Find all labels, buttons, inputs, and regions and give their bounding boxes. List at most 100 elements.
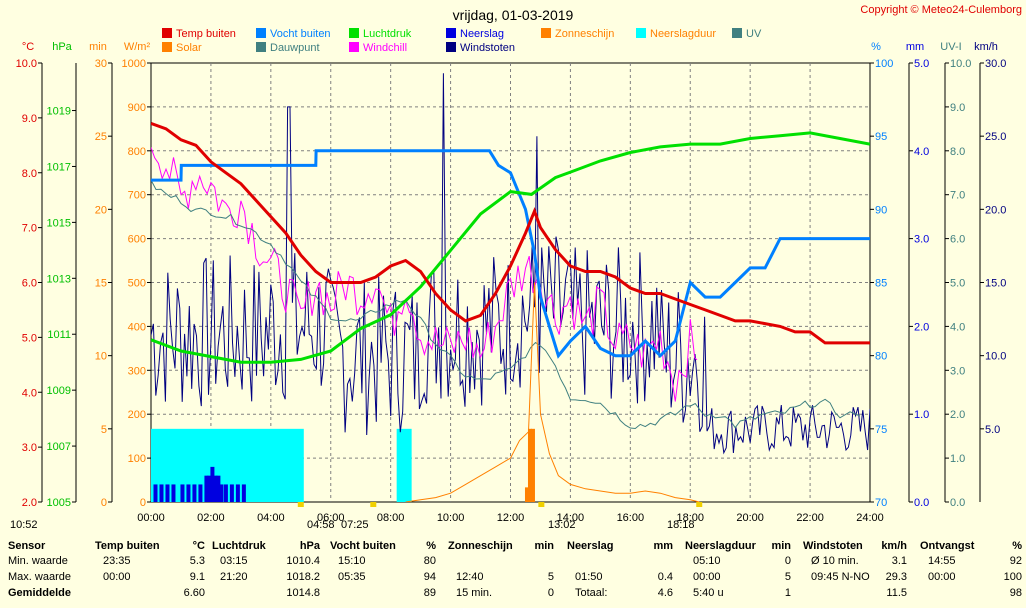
- neerslag-bar: [219, 484, 224, 502]
- uv-axis-tick-label: 6.0: [950, 234, 965, 246]
- legend-swatch: [349, 42, 359, 52]
- stats-sunshine-row: 12:40 5: [448, 571, 554, 587]
- stats-gusts-header: Windstoten km/h: [803, 540, 907, 555]
- stats-rain-row: [567, 555, 673, 571]
- stats-pressure-header: Luchtdruk hPa: [212, 540, 320, 555]
- neerslag-bar: [229, 484, 234, 502]
- x-tick-label: 04:00: [257, 512, 285, 524]
- minutes-axis-tick-label: 25: [95, 131, 107, 143]
- stats-max-label: Max. waarde: [8, 571, 71, 583]
- neerslag-bar: [180, 484, 185, 502]
- neerslag-bar: [165, 484, 170, 502]
- stats-time: [803, 587, 811, 603]
- x-tick-label: 02:00: [197, 512, 225, 524]
- vocht-line: [151, 149, 870, 359]
- stats-pressure-col: Luchtdruk hPa 03:15 1010.4 21:20 1018.2 1014.8: [212, 540, 320, 603]
- solar-axis-tick-label: 500: [128, 278, 146, 290]
- dauwpunt-line: [151, 179, 861, 430]
- stats-pressure-row: 03:15 1010.4: [212, 555, 320, 571]
- stats-value: 1010.4: [286, 555, 320, 567]
- stats-time: [212, 587, 220, 603]
- chart-title: vrijdag, 01-03-2019: [452, 7, 574, 23]
- temp-axis-tick-label: 8.0: [22, 168, 37, 180]
- pressure-axis-unit: hPa: [52, 41, 72, 53]
- minutes-axis-tick-label: 30: [95, 58, 107, 70]
- solar-line: [405, 282, 700, 502]
- stats-rainduration-row: 00:00 5: [685, 571, 791, 587]
- x-tick-label: 10:00: [437, 512, 465, 524]
- stats-header-unit: °C: [192, 540, 205, 552]
- minutes-axis-tick-label: 0: [101, 497, 107, 509]
- x-tick-label: 18:00: [676, 512, 704, 524]
- pressure-axis-tick-label: 1015: [47, 217, 71, 229]
- stats-time: Totaal:: [575, 587, 608, 599]
- stats-gusts-row: 09:45 N-NO 29.3: [803, 571, 907, 587]
- luchtdruk-line: [151, 131, 870, 364]
- legend-label: Zonneschijn: [555, 28, 614, 40]
- stats-time: [567, 555, 575, 571]
- stats-table: Sensor Min. waarde Max. waarde Gemiddeld…: [0, 538, 1026, 608]
- daylength-label: 10:52: [10, 519, 38, 531]
- neerslag-bar: [153, 484, 158, 502]
- stats-sunshine-row: 15 min. 0: [448, 587, 554, 603]
- wind-axis-tick-label: 30.0: [985, 58, 1006, 70]
- uv-axis-tick-label: 4.0: [950, 321, 965, 333]
- wind-axis-tick-label: 10.0: [985, 351, 1006, 363]
- stats-sunshine-row: [448, 555, 554, 571]
- rain-axis-tick-label: 2.0: [914, 321, 929, 333]
- legend-swatch: [162, 42, 172, 52]
- weather-chart: 00:00 02:00 04:00 06:00 08:00 10:00 12:00 14:00…: [16, 28, 1006, 524]
- neerslag-bar: [198, 484, 203, 502]
- windchill-line: [151, 147, 698, 402]
- stats-header-label: Zonneschijn: [448, 540, 513, 552]
- temp-axis-unit: °C: [22, 41, 34, 53]
- uv-axis-tick-label: 5.0: [950, 278, 965, 290]
- rain-axis-tick-label: 0.0: [914, 497, 929, 509]
- windstoten-line: [151, 73, 870, 455]
- neerslag-bar: [171, 484, 176, 502]
- pressure-axis-tick-label: 1007: [47, 441, 71, 453]
- rain-axis-tick-label: 4.0: [914, 146, 929, 158]
- stats-header-unit: km/h: [881, 540, 907, 552]
- stats-rain-row: 01:50 0.4: [567, 571, 673, 587]
- x-tick-label: 14:00: [557, 512, 585, 524]
- stats-value: 29.3: [885, 571, 907, 583]
- stats-header-label: Luchtdruk: [212, 540, 266, 552]
- stats-humidity-row: 89: [330, 587, 436, 603]
- uv-axis-tick-label: 8.0: [950, 146, 965, 158]
- stats-sensor-col: Sensor Min. waarde Max. waarde Gemiddeld…: [8, 540, 88, 603]
- stats-value: 0: [547, 587, 554, 599]
- sun-marker: [696, 502, 703, 507]
- solar-axis-tick-label: 1000: [122, 58, 146, 70]
- stats-sunshine-col: Zonneschijn min 12:40 5 15 min. 0: [448, 540, 554, 603]
- stats-value: 0: [784, 555, 791, 567]
- humidity-axis-tick-label: 85: [875, 278, 887, 290]
- wind-axis-tick-label: 5.0: [985, 424, 1000, 436]
- stats-reception-header: Ontvangst%: [920, 540, 1022, 555]
- stats-value: 92: [1009, 555, 1022, 567]
- stats-temp-col: Temp buiten °C 23:35 5.3 00:00 9.1 6.60: [95, 540, 205, 603]
- wind-axis-unit: km/h: [974, 41, 998, 53]
- neerslag-bar: [235, 484, 240, 502]
- legend-label: Windstoten: [460, 42, 515, 54]
- stats-header-unit: min: [534, 540, 554, 552]
- stats-rainduration-col: Neerslagduur min 05:10 0 00:00 5 5:40 u 1: [685, 540, 791, 603]
- minutes-axis-tick-label: 5: [101, 424, 107, 436]
- legend-swatch: [349, 28, 359, 38]
- stats-value: 89: [423, 587, 436, 599]
- pressure-axis-tick-label: 1009: [47, 385, 71, 397]
- stats-time: 15:10: [338, 555, 366, 567]
- stats-value: 4.6: [657, 587, 673, 599]
- legend-swatch: [446, 28, 456, 38]
- dawn-label: 04:58: [307, 519, 335, 531]
- stats-reception-row: 00:00 100: [920, 571, 1022, 587]
- stats-time: [95, 587, 103, 603]
- stats-rainduration-row: 5:40 u 1: [685, 587, 791, 603]
- stats-time: 14:55: [928, 555, 956, 567]
- stats-time: 00:00: [103, 571, 131, 583]
- solar-axis-tick-label: 400: [128, 321, 146, 333]
- stats-humidity-row: 05:35 94: [330, 571, 436, 587]
- uv-axis-tick-label: 0.0: [950, 497, 965, 509]
- solar-axis-tick-label: 300: [128, 365, 146, 377]
- legend-swatch: [256, 28, 266, 38]
